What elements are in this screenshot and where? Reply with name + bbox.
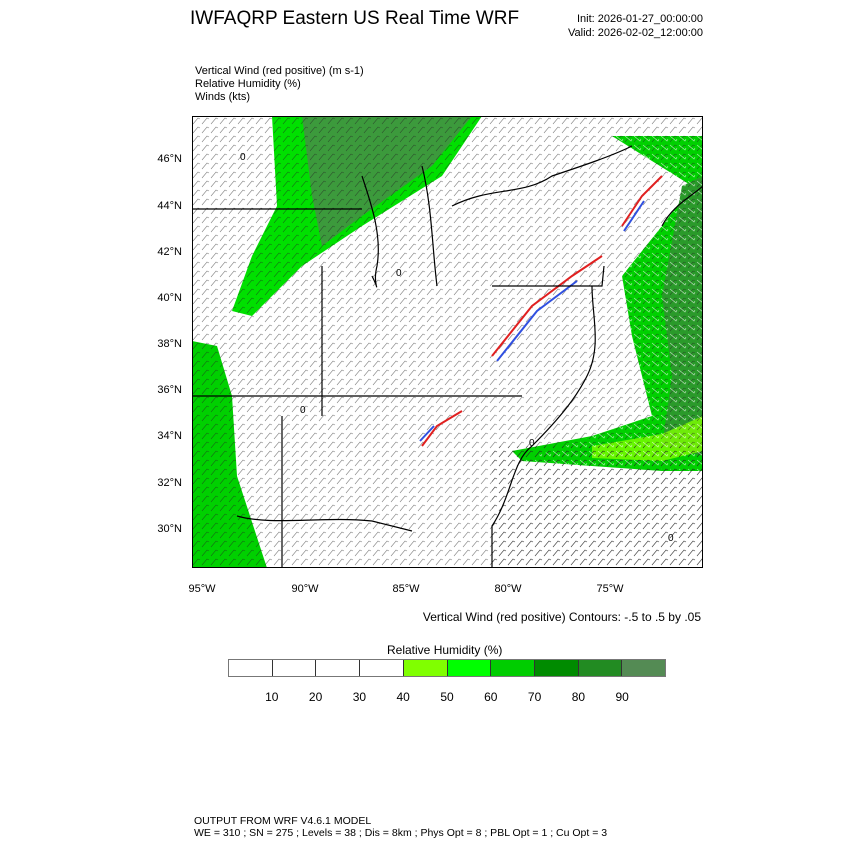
plot-title: IWFAQRP Eastern US Real Time WRF bbox=[190, 8, 520, 29]
lon-label: 75°W bbox=[596, 583, 624, 595]
contour-label: 0 bbox=[529, 438, 535, 449]
lat-label: 44°N bbox=[157, 200, 182, 212]
footer-config: WE = 310 ; SN = 275 ; Levels = 38 ; Dis … bbox=[194, 827, 608, 839]
lat-label: 36°N bbox=[157, 384, 182, 396]
contour-label: 0 bbox=[300, 405, 306, 416]
colorbar bbox=[228, 659, 666, 677]
init-time: Init: 2026-01-27_00:00:00 bbox=[577, 13, 703, 25]
lat-label: 30°N bbox=[157, 523, 182, 535]
colorbar-swatch bbox=[229, 660, 273, 676]
lat-label: 38°N bbox=[157, 338, 182, 350]
colorbar-label: 70 bbox=[527, 690, 542, 704]
footer-model: OUTPUT FROM WRF V4.6.1 MODEL bbox=[194, 815, 372, 827]
colorbar-swatch bbox=[491, 660, 535, 676]
colorbar-label: 60 bbox=[484, 690, 498, 704]
colorbar-swatch bbox=[578, 660, 623, 676]
colorbar-label: 80 bbox=[571, 690, 586, 704]
lat-label: 32°N bbox=[157, 477, 182, 489]
vertical-wind-contours bbox=[419, 175, 663, 447]
colorbar-label: 10 bbox=[265, 690, 279, 704]
lat-label: 42°N bbox=[157, 246, 182, 258]
colorbar-swatch bbox=[403, 660, 448, 676]
lon-label: 80°W bbox=[494, 583, 522, 595]
boundaries bbox=[192, 145, 703, 568]
lon-label: 85°W bbox=[392, 583, 420, 595]
contour-label: 0 bbox=[396, 268, 402, 279]
contour-label: 0 bbox=[240, 152, 246, 163]
valid-time: Valid: 2026-02-02_12:00:00 bbox=[568, 27, 703, 39]
field-label-winds: Winds (kts) bbox=[195, 91, 250, 103]
weather-map: 0 0 0 0 0 bbox=[192, 116, 703, 568]
colorbar-swatch bbox=[360, 660, 404, 676]
colorbar-label: 90 bbox=[615, 690, 629, 704]
colorbar-swatch bbox=[316, 660, 361, 676]
colorbar-swatch bbox=[534, 660, 579, 676]
colorbar-swatch bbox=[622, 660, 666, 676]
lat-label: 46°N bbox=[157, 153, 182, 165]
lon-label: 90°W bbox=[291, 583, 319, 595]
contour-label: 0 bbox=[668, 533, 674, 544]
lon-label: 95°W bbox=[188, 583, 216, 595]
lat-label: 34°N bbox=[157, 430, 182, 442]
colorbar-swatch bbox=[272, 660, 317, 676]
colorbar-label: 50 bbox=[440, 690, 454, 704]
lat-label: 40°N bbox=[157, 292, 182, 304]
colorbar-label: 30 bbox=[352, 690, 367, 704]
field-label-vertical-wind: Vertical Wind (red positive) (m s-1) bbox=[195, 65, 364, 77]
contour-note: Vertical Wind (red positive) Contours: -… bbox=[422, 610, 701, 624]
colorbar-label: 20 bbox=[308, 690, 323, 704]
colorbar-label: 40 bbox=[396, 690, 410, 704]
field-label-rh: Relative Humidity (%) bbox=[195, 78, 301, 90]
colorbar-swatch bbox=[447, 660, 492, 676]
colorbar-title: Relative Humidity (%) bbox=[387, 643, 503, 657]
